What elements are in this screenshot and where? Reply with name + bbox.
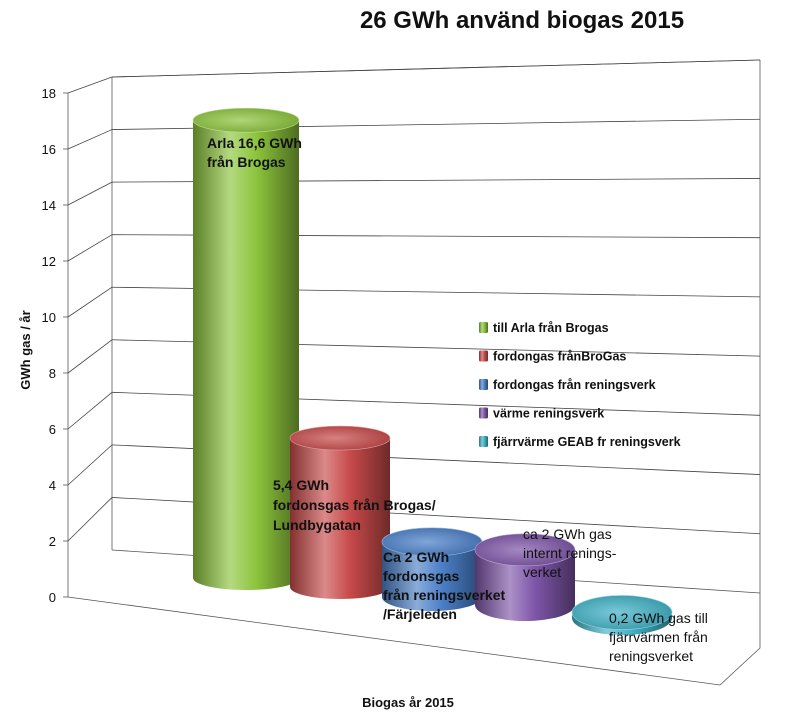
legend-label-1: till Arla från Brogas bbox=[493, 321, 609, 335]
y-axis-ticks: 0 2 4 6 8 10 12 14 16 18 bbox=[42, 86, 68, 605]
legend: till Arla från Brogas fordongas frånBroGa… bbox=[479, 321, 681, 449]
bar-annotation-2-line-3: Lundbygatan bbox=[273, 517, 361, 533]
gridline-left-8 bbox=[67, 339, 113, 374]
gridline-left-14 bbox=[67, 181, 113, 206]
bar-top-5 bbox=[571, 595, 673, 630]
legend-swatch-3 bbox=[479, 379, 488, 390]
floor-outline bbox=[67, 593, 761, 686]
gridline-left-4 bbox=[67, 444, 113, 486]
tick-label-8: 8 bbox=[49, 366, 56, 381]
bar-5 bbox=[571, 595, 673, 635]
tick-label-10: 10 bbox=[42, 310, 56, 325]
gridline-left-12 bbox=[67, 234, 113, 262]
tick-label-18: 18 bbox=[42, 86, 56, 101]
legend-label-2: fordongas frånBroGas bbox=[493, 350, 626, 364]
legend-swatch-4 bbox=[479, 407, 488, 419]
tick-label-14: 14 bbox=[42, 198, 56, 213]
tick-label-6: 6 bbox=[49, 422, 56, 437]
bars bbox=[192, 107, 673, 635]
gridline-left-2 bbox=[67, 497, 113, 542]
chart-title: 26 GWh använd biogas 2015 bbox=[360, 7, 684, 34]
tick-label-4: 4 bbox=[49, 478, 56, 493]
bar-top-2 bbox=[289, 425, 391, 451]
legend-swatch-1 bbox=[479, 322, 488, 333]
tick-label-2: 2 bbox=[49, 534, 56, 549]
legend-item-3: fordongas från reningsverk bbox=[479, 378, 656, 392]
bar-annotation-4-line-1: ca 2 GWh gas bbox=[523, 526, 612, 542]
legend-item-5: fjärrvärme GEAB fr reningsverk bbox=[479, 435, 681, 449]
gridline-back-18 bbox=[111, 59, 761, 78]
bar-2 bbox=[289, 425, 391, 599]
legend-label-5: fjärrvärme GEAB fr reningsverk bbox=[493, 435, 681, 449]
bar-annotation-3-line-1: Ca 2 GWh bbox=[383, 549, 449, 565]
bar-annotation-5-line-1: 0,2 GWh gas till bbox=[609, 610, 708, 626]
legend-label-4: värme reningsverk bbox=[493, 407, 604, 421]
y-axis-label: GWh gas / år bbox=[18, 310, 33, 389]
bar-4 bbox=[474, 533, 576, 621]
bar-annotation-4-line-2: internt renings- bbox=[523, 545, 617, 561]
bar-annotation-4-line-3: verket bbox=[523, 564, 561, 580]
bar-3 bbox=[381, 527, 483, 611]
bar-annotation-5-line-3: reningsverket bbox=[609, 648, 693, 664]
legend-label-3: fordongas från reningsverk bbox=[493, 378, 656, 392]
bar-body-3 bbox=[382, 541, 482, 611]
gridline-left-16 bbox=[67, 129, 113, 150]
bar-annotations: Arla 16,6 GWh från Brogas 5,4 GWh fordonsga… bbox=[207, 135, 708, 664]
gridline-left-18 bbox=[67, 76, 113, 94]
legend-item-2: fordongas frånBroGas bbox=[479, 350, 626, 364]
bar-annotation-3-line-2: fordonsgas bbox=[383, 568, 459, 584]
bar-top-4 bbox=[474, 533, 576, 567]
gridline-left-10 bbox=[67, 286, 113, 318]
x-axis-label: Biogas år 2015 bbox=[362, 695, 454, 710]
bar-annotation-3-line-4: /Färjeleden bbox=[383, 606, 457, 622]
bar-annotation-2-line-2: fordonsgas från Brogas/ bbox=[273, 497, 436, 513]
bar-annotation-1-line-1: Arla 16,6 GWh bbox=[207, 135, 302, 151]
bar-annotation-2-line-1: 5,4 GWh bbox=[273, 477, 329, 493]
tick-label-0: 0 bbox=[49, 590, 56, 605]
bar-1 bbox=[192, 107, 300, 590]
legend-item-4: värme reningsverk bbox=[479, 407, 604, 421]
tick-label-16: 16 bbox=[42, 142, 56, 157]
bar-body-2 bbox=[290, 438, 390, 599]
tick-label-12: 12 bbox=[42, 254, 56, 269]
bar-body-1 bbox=[193, 120, 299, 590]
bar-top-1 bbox=[192, 107, 300, 133]
legend-swatch-2 bbox=[479, 350, 488, 362]
legend-swatch-5 bbox=[479, 436, 488, 447]
gridlines bbox=[67, 59, 761, 542]
bar-annotation-5-line-2: fjärrvärmen från bbox=[609, 629, 708, 645]
bar-body-5 bbox=[572, 612, 672, 635]
bar-body-4 bbox=[475, 549, 575, 621]
bar-annotation-1-line-2: från Brogas bbox=[207, 154, 286, 170]
bar-annotation-3-line-3: från reningsverket bbox=[383, 587, 505, 603]
legend-item-1: till Arla från Brogas bbox=[479, 321, 609, 335]
gridline-left-6 bbox=[67, 392, 113, 430]
